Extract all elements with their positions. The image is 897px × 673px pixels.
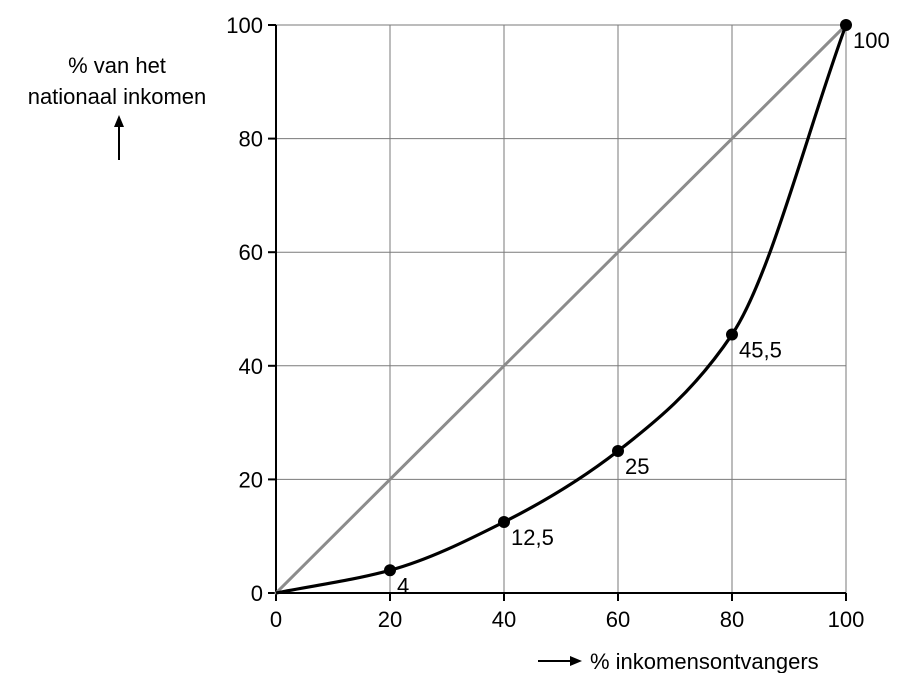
x-axis-title-text: % inkomensontvangers xyxy=(590,649,819,673)
x-axis-arrow-icon xyxy=(538,656,582,666)
x-axis-title: % inkomensontvangers xyxy=(538,649,819,673)
x-tick-label: 40 xyxy=(492,607,516,632)
y-tick-label: 100 xyxy=(226,13,263,38)
y-axis-title-line-1: % van het xyxy=(68,53,166,78)
equality-line xyxy=(274,23,848,595)
data-label: 25 xyxy=(625,454,649,479)
data-point xyxy=(498,516,510,528)
y-tick-label: 20 xyxy=(239,467,263,492)
x-tick-label: 80 xyxy=(720,607,744,632)
series xyxy=(274,23,848,595)
data-point xyxy=(612,445,624,457)
x-tick-label: 20 xyxy=(378,607,402,632)
x-tick-label: 0 xyxy=(270,607,282,632)
y-tick-label: 0 xyxy=(251,581,263,606)
grid xyxy=(276,24,847,593)
x-tick-label: 100 xyxy=(828,607,865,632)
data-label: 100 xyxy=(853,28,890,53)
data-label: 12,5 xyxy=(511,525,554,550)
y-axis-arrow-icon xyxy=(114,115,124,160)
tick-labels: 0 20 40 60 80 100 0 20 40 60 80 100 xyxy=(226,13,864,632)
data-labels: 4 12,5 25 45,5 100 xyxy=(397,28,890,598)
data-point xyxy=(840,19,852,31)
data-label: 4 xyxy=(397,573,409,598)
data-points xyxy=(384,19,852,577)
y-axis-title: % van het nationaal inkomen xyxy=(28,53,207,160)
y-tick-label: 60 xyxy=(239,240,263,265)
axes xyxy=(268,24,847,601)
y-tick-label: 80 xyxy=(239,127,263,152)
data-label: 45,5 xyxy=(739,338,782,363)
x-tick-label: 60 xyxy=(606,607,630,632)
y-axis-title-line-2: nationaal inkomen xyxy=(28,84,207,109)
data-point xyxy=(726,328,738,341)
y-tick-label: 40 xyxy=(239,354,263,379)
data-point xyxy=(384,564,396,577)
